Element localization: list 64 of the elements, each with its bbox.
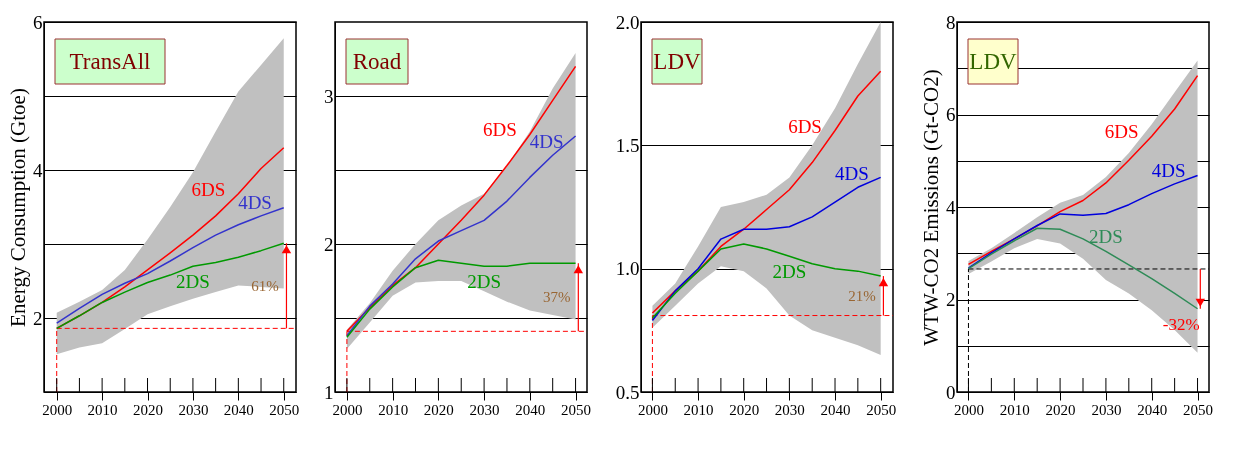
x-tick-label: 2030 — [469, 401, 500, 418]
text: Road — [352, 49, 402, 74]
series-label: 4DS — [529, 131, 564, 153]
y-axis-title: WTW-CO2 Emissions (Gt-CO2) — [919, 69, 943, 346]
series-label: 4DS — [1151, 159, 1186, 181]
x-tick-label: 2050 — [561, 401, 592, 418]
x-tick-label: 2000 — [637, 401, 668, 418]
x-tick-label: 2040 — [515, 401, 546, 418]
x-tick-label: 2040 — [820, 401, 851, 418]
x-tick-label: 2010 — [378, 401, 409, 418]
y-tick-label: 2.0 — [615, 11, 640, 33]
x-tick-label: 2000 — [953, 401, 984, 418]
text: LDV — [653, 49, 702, 74]
x-tick-label: 2000 — [332, 401, 363, 418]
series-label: 6DS — [1104, 121, 1139, 143]
line-series — [55, 242, 285, 330]
y-tick-label: 0 — [946, 381, 956, 403]
y-tick-label: 1.5 — [615, 134, 640, 156]
series-label: 4DS — [238, 191, 272, 213]
annotation: 21% — [848, 287, 876, 304]
x-tick-label: 2020 — [729, 401, 760, 418]
y-tick-label: 8 — [946, 11, 956, 33]
x-tick-label: 2020 — [133, 401, 164, 418]
y-tick-label: 2 — [946, 289, 956, 310]
y-tick-label: 4 — [946, 196, 956, 218]
x-tick-label: 2000 — [42, 401, 73, 418]
series-label: 2DS — [467, 271, 501, 293]
series-label: 6DS — [788, 115, 822, 137]
annotation: 61% — [251, 277, 279, 294]
x-tick-label: 2050 — [1183, 401, 1214, 418]
x-tick-label: 2010 — [87, 401, 118, 418]
series-label: 6DS — [191, 178, 226, 200]
x-tick-label: 2040 — [1137, 401, 1168, 418]
y-tick-label: 2 — [324, 233, 334, 255]
annotation: -32% — [1162, 314, 1200, 334]
text: TransAll — [69, 49, 151, 74]
x-tick-label: 2030 — [1091, 401, 1122, 418]
x-tick-label: 2020 — [423, 401, 454, 418]
series-label: 2DS — [176, 271, 210, 293]
text: LDV — [969, 49, 1018, 74]
x-tick-label: 2030 — [178, 401, 209, 418]
x-tick-label: 2010 — [999, 401, 1030, 418]
y-tick-label: 1.0 — [615, 258, 640, 280]
line-series — [346, 135, 577, 337]
series-label: 4DS — [834, 163, 869, 185]
x-tick-label: 2030 — [774, 401, 805, 418]
line-series — [967, 74, 1199, 266]
y-tick-label: 3 — [324, 85, 334, 107]
series-label: 6DS — [482, 119, 517, 141]
y-tick-label: 6 — [946, 104, 956, 125]
series-label: 2DS — [772, 261, 807, 283]
y-tick-label: 2 — [33, 307, 43, 329]
x-tick-label: 2020 — [1045, 401, 1076, 418]
x-tick-label: 2050 — [866, 401, 897, 418]
y-axis-title: Energy Consumption (Gtoe) — [6, 88, 30, 327]
annotation: 37% — [543, 289, 571, 306]
y-tick-label: 0.5 — [615, 381, 640, 403]
x-tick-label: 2010 — [683, 401, 714, 418]
x-tick-label: 2050 — [269, 401, 300, 418]
series-label: 2DS — [1089, 226, 1123, 248]
y-tick-label: 6 — [33, 11, 43, 33]
y-tick-label: 4 — [33, 159, 43, 181]
x-tick-label: 2040 — [223, 401, 254, 418]
y-tick-label: 1 — [324, 381, 334, 403]
